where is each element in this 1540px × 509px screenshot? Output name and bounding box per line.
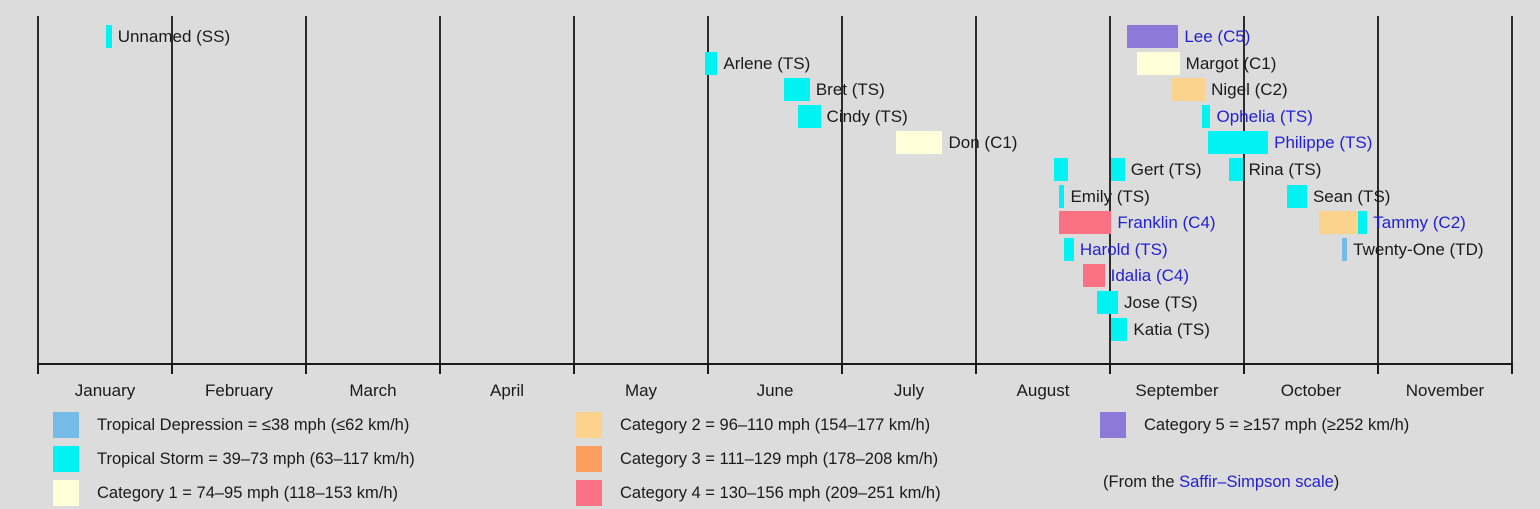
month-label: June xyxy=(756,381,794,400)
axis-tick xyxy=(1511,363,1513,374)
axis-tick xyxy=(1243,363,1245,374)
storm-bar-gert-ts xyxy=(1053,158,1069,181)
storm-label-don-c1: Don (C1) xyxy=(948,132,1018,152)
storm-bar-bret-ts xyxy=(784,78,810,101)
storm-label-arlene-ts: Arlene (TS) xyxy=(723,53,811,73)
legend-swatch-c4 xyxy=(576,480,602,506)
axis-tick xyxy=(1377,363,1379,374)
axis-tick xyxy=(707,363,709,374)
month-label: January xyxy=(74,381,136,400)
storm-bar-franklin-c4[interactable] xyxy=(1059,211,1112,234)
storm-label-margot-c1: Margot (C1) xyxy=(1185,53,1277,73)
month-gridline xyxy=(1511,16,1513,363)
month-gridline xyxy=(573,16,575,363)
month-gridline xyxy=(305,16,307,363)
month-label: August xyxy=(1016,381,1070,400)
legend-swatch-ts xyxy=(53,446,79,472)
storm-label-katia-ts: Katia (TS) xyxy=(1133,319,1210,339)
storm-label-franklin-c4[interactable]: Franklin (C4) xyxy=(1117,212,1216,232)
storm-label-idalia-c4[interactable]: Idalia (C4) xyxy=(1110,265,1190,285)
legend-swatch-c3 xyxy=(576,446,602,472)
storm-label-jose-ts: Jose (TS) xyxy=(1124,292,1198,312)
legend-label-td: Tropical Depression = ≤38 mph (≤62 km/h) xyxy=(97,415,410,434)
month-gridline xyxy=(707,16,709,363)
axis-tick xyxy=(841,363,843,374)
storm-label-emily-ts: Emily (TS) xyxy=(1070,186,1150,206)
legend-swatch-c1 xyxy=(53,480,79,506)
storm-bar-gert-ts xyxy=(1111,158,1125,181)
legend-swatch-c5 xyxy=(1100,412,1126,438)
storm-label-lee-c5[interactable]: Lee (C5) xyxy=(1184,26,1251,46)
axis-tick xyxy=(439,363,441,374)
month-gridline xyxy=(1243,16,1245,363)
storm-bar-lee-c5[interactable] xyxy=(1127,25,1179,48)
month-gridline xyxy=(975,16,977,363)
legend-note-suffix: ) xyxy=(1333,473,1340,491)
storm-bar-tammy-c2[interactable] xyxy=(1357,211,1368,234)
axis-baseline xyxy=(37,363,1513,365)
legend-label-ts: Tropical Storm = 39–73 mph (63–117 km/h) xyxy=(97,449,415,468)
storm-label-gert-ts: Gert (TS) xyxy=(1130,159,1202,179)
storm-bar-emily-ts xyxy=(1059,185,1065,208)
month-gridline xyxy=(1109,16,1111,363)
month-label: February xyxy=(204,381,274,400)
storm-label-cindy-ts: Cindy (TS) xyxy=(826,106,908,126)
month-label: March xyxy=(349,381,397,400)
storm-label-ophelia-ts[interactable]: Ophelia (TS) xyxy=(1216,106,1313,126)
axis-tick xyxy=(305,363,307,374)
month-label: November xyxy=(1405,381,1485,400)
axis-tick xyxy=(1109,363,1111,374)
storm-bar-katia-ts xyxy=(1111,318,1128,341)
month-gridline xyxy=(841,16,843,363)
legend-note: (From the Saffir–Simpson scale) xyxy=(1103,470,1339,494)
storm-bar-arlene-ts xyxy=(705,52,718,75)
storm-bar-philippe-ts[interactable] xyxy=(1207,131,1269,154)
month-gridline xyxy=(439,16,441,363)
legend-label-c3: Category 3 = 111–129 mph (178–208 km/h) xyxy=(620,449,939,468)
month-label: July xyxy=(893,381,925,400)
legend-label-c4: Category 4 = 130–156 mph (209–251 km/h) xyxy=(620,483,941,502)
month-label: October xyxy=(1280,381,1342,400)
storm-bar-twenty-one-td xyxy=(1341,238,1348,261)
storm-label-rina-ts: Rina (TS) xyxy=(1248,159,1322,179)
axis-tick xyxy=(37,363,39,374)
storm-label-philippe-ts[interactable]: Philippe (TS) xyxy=(1274,132,1373,152)
legend-label-c2: Category 2 = 96–110 mph (154–177 km/h) xyxy=(620,415,931,434)
legend-swatch-c2 xyxy=(576,412,602,438)
storm-bar-cindy-ts xyxy=(797,105,821,128)
storm-label-nigel-c2: Nigel (C2) xyxy=(1211,79,1288,99)
storm-label-harold-ts[interactable]: Harold (TS) xyxy=(1079,239,1168,259)
month-gridline xyxy=(37,16,39,363)
storm-bar-margot-c1 xyxy=(1136,52,1180,75)
axis-tick xyxy=(573,363,575,374)
storm-bar-tammy-c2[interactable] xyxy=(1319,211,1357,234)
storm-bar-ophelia-ts[interactable] xyxy=(1202,105,1211,128)
storm-bar-rina-ts xyxy=(1229,158,1243,181)
axis-tick xyxy=(975,363,977,374)
month-gridline xyxy=(1377,16,1379,363)
month-label: April xyxy=(489,381,524,400)
axis-tick xyxy=(171,363,173,374)
month-gridline xyxy=(171,16,173,363)
legend-label-c1: Category 1 = 74–95 mph (118–153 km/h) xyxy=(97,483,399,502)
storm-bar-jose-ts xyxy=(1096,291,1119,314)
legend-label-c5: Category 5 = ≥157 mph (≥252 km/h) xyxy=(1144,415,1410,434)
storm-bar-nigel-c2 xyxy=(1171,78,1206,101)
storm-bar-harold-ts[interactable] xyxy=(1064,238,1074,261)
storm-label-unnamed-ss: Unnamed (SS) xyxy=(117,26,231,46)
storm-label-tammy-c2[interactable]: Tammy (C2) xyxy=(1373,212,1466,232)
storm-bar-sean-ts xyxy=(1286,185,1307,208)
legend-swatch-td xyxy=(53,412,79,438)
storm-bar-idalia-c4[interactable] xyxy=(1083,264,1105,287)
storm-bar-don-c1 xyxy=(895,131,943,154)
storm-label-twenty-one-td: Twenty-One (TD) xyxy=(1353,239,1484,259)
storm-label-bret-ts: Bret (TS) xyxy=(815,79,885,99)
storm-label-sean-ts: Sean (TS) xyxy=(1312,186,1391,206)
storm-bar-unnamed-ss xyxy=(106,25,112,48)
month-label: May xyxy=(624,381,658,400)
saffir-simpson-scale-link[interactable]: Saffir–Simpson scale xyxy=(1179,473,1334,491)
month-label: September xyxy=(1135,381,1219,400)
legend-note-prefix: (From the xyxy=(1103,473,1180,491)
